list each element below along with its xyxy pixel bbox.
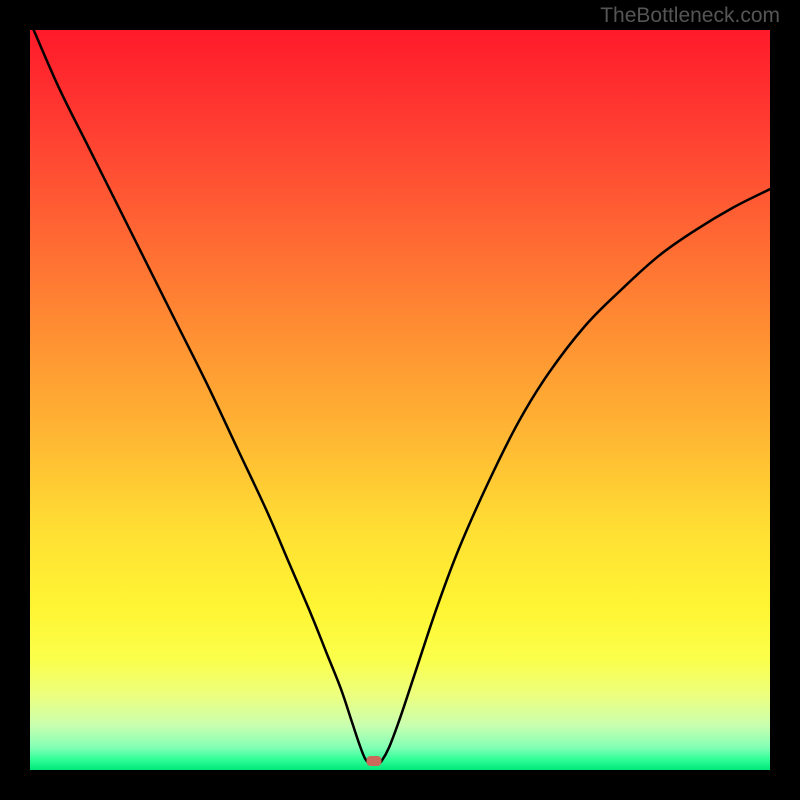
chart-plot-area xyxy=(30,30,770,770)
bottleneck-curve xyxy=(30,30,770,770)
minimum-point-marker xyxy=(367,756,382,766)
watermark-text: TheBottleneck.com xyxy=(600,4,780,28)
